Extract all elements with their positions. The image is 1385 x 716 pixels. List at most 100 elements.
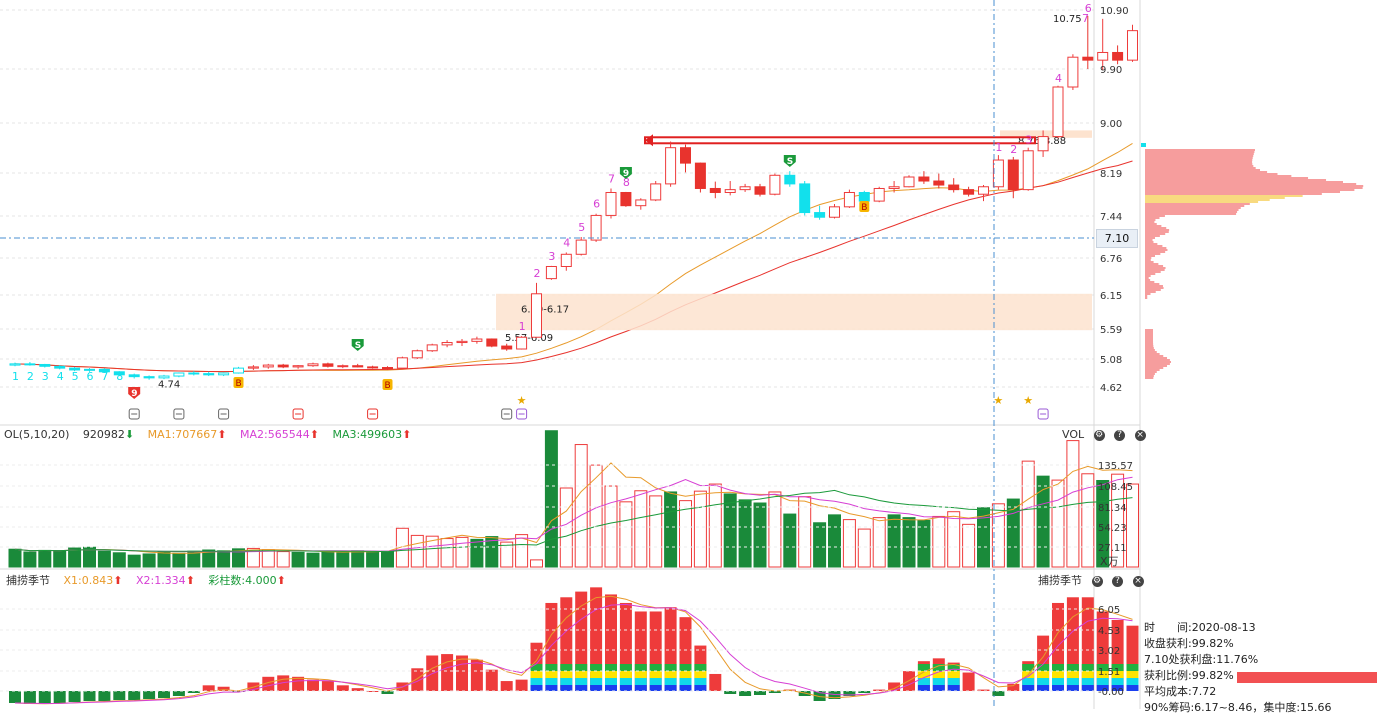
- chip-distribution: [1141, 143, 1364, 379]
- color-bar-yellow: [1111, 671, 1124, 678]
- volume-bar: [112, 552, 126, 568]
- candle-body: [948, 184, 960, 191]
- candle-body: [635, 199, 647, 207]
- color-bar-green: [664, 664, 677, 671]
- candle-body: [516, 336, 528, 350]
- indicator-bar: [470, 659, 483, 691]
- crosshair: [0, 0, 1094, 709]
- candle-body: [337, 365, 349, 368]
- candle: [233, 366, 244, 374]
- candle: [9, 362, 21, 367]
- count-number: 1: [995, 141, 1002, 154]
- color-bar-green: [1037, 664, 1050, 671]
- indicator-bar: [411, 668, 424, 691]
- color-bar-green: [1066, 664, 1079, 671]
- volume-axis: 135.57 108.45 81.34 54.23 27.11: [0, 461, 1133, 554]
- volume-ma1: MA1:707667⬆: [147, 428, 227, 441]
- color-bar-cyan: [947, 678, 960, 685]
- volume-tick-label: 108.45: [1098, 482, 1133, 493]
- color-bar-cyan: [575, 678, 588, 685]
- indicator-bar: [441, 654, 454, 691]
- candle: [411, 349, 423, 359]
- settings-gear-icon[interactable]: ⚙: [1093, 429, 1105, 441]
- sell-nine-icon: 9: [128, 387, 141, 399]
- color-bar-cyan: [917, 678, 930, 685]
- volume-legend-title: OL(5,10,20): [4, 428, 70, 441]
- color-bar-blue: [634, 685, 647, 691]
- volume-bar: [1126, 483, 1139, 568]
- indicator-tick-label: 4.53: [1098, 626, 1120, 637]
- sell-signal-icon: S: [783, 155, 796, 167]
- volume-bar: [97, 550, 111, 568]
- candle-body: [322, 363, 334, 367]
- volume-unit: X万: [1100, 555, 1119, 568]
- candle: [620, 191, 632, 207]
- color-bar-yellow: [694, 671, 707, 678]
- sell-nine-icon-text: 9: [131, 389, 137, 399]
- volume-ma-line: [14, 489, 1133, 553]
- candle-body: [531, 293, 542, 338]
- help-icon[interactable]: ?: [1112, 575, 1123, 587]
- indicator-axis: 6.05 4.53 3.02 1.51 -0.00: [0, 605, 1124, 698]
- count-number: 8: [623, 176, 630, 189]
- color-bar-yellow: [679, 671, 692, 678]
- candle: [396, 356, 408, 369]
- indicator-bar: [38, 691, 51, 704]
- candle: [575, 237, 587, 256]
- color-bar-cyan: [1126, 678, 1139, 685]
- indicator-bar: [68, 691, 81, 702]
- volume-bar: [53, 550, 67, 568]
- nine-signal-icon: 9: [619, 167, 632, 179]
- indicator-bar: [187, 691, 200, 693]
- candle-body: [1067, 56, 1079, 88]
- color-bar-blue: [1022, 685, 1035, 691]
- volume-bar: [842, 519, 856, 568]
- zone-high-label: 6.09-6.17: [521, 305, 569, 316]
- volume-bar: [455, 536, 469, 568]
- candle: [739, 183, 751, 192]
- color-bar-cyan: [530, 678, 543, 685]
- candle-body: [575, 239, 587, 255]
- count-number: 4: [1055, 72, 1062, 85]
- candle: [501, 343, 513, 351]
- candle-body: [426, 344, 438, 352]
- candle-body: [1082, 56, 1094, 61]
- candle-body: [724, 189, 736, 193]
- candle: [24, 362, 36, 366]
- count-number: 6: [87, 370, 94, 383]
- count-number: 7: [608, 172, 615, 185]
- indicator-x2: X2:1.334⬆: [135, 574, 195, 587]
- event-icon: [501, 408, 513, 420]
- color-bar-blue: [917, 685, 930, 691]
- candle-body: [873, 187, 885, 202]
- color-bar-cyan: [679, 678, 692, 685]
- star-icon: ★: [517, 394, 527, 407]
- candle-body: [1097, 51, 1109, 61]
- volume-bar: [246, 547, 260, 568]
- close-icon[interactable]: ×: [1134, 429, 1146, 441]
- color-bar-green: [947, 664, 960, 671]
- color-bar-blue: [932, 685, 945, 691]
- candle: [918, 171, 930, 184]
- close-icon[interactable]: ×: [1132, 575, 1144, 587]
- candle: [1067, 54, 1079, 90]
- win-ratio-bar: [1237, 672, 1377, 683]
- candle-body: [382, 367, 393, 370]
- settings-gear-icon[interactable]: ⚙: [1091, 575, 1103, 587]
- candle-body: [918, 176, 930, 182]
- chip-info-panel: 时 间:2020-08-13 收盘获利:99.82% 7.10处获利盘:11.76…: [1144, 620, 1385, 716]
- chip-time-value: 间:2020-08-13: [1177, 621, 1256, 634]
- indicator-bar: [768, 691, 781, 693]
- candle: [113, 371, 125, 377]
- resistance-bar: [644, 136, 1036, 145]
- candle: [1007, 156, 1019, 199]
- candle-body: [203, 373, 215, 376]
- candle: [978, 185, 989, 202]
- indicator-bar: [172, 691, 185, 696]
- chip-range-90: 90%筹码:6.17~8.46，集中度:15.66: [1144, 701, 1332, 714]
- volume-bar: [1021, 460, 1035, 568]
- help-icon[interactable]: ?: [1114, 429, 1126, 441]
- indicator-bar: [53, 691, 66, 703]
- candle: [1127, 24, 1138, 62]
